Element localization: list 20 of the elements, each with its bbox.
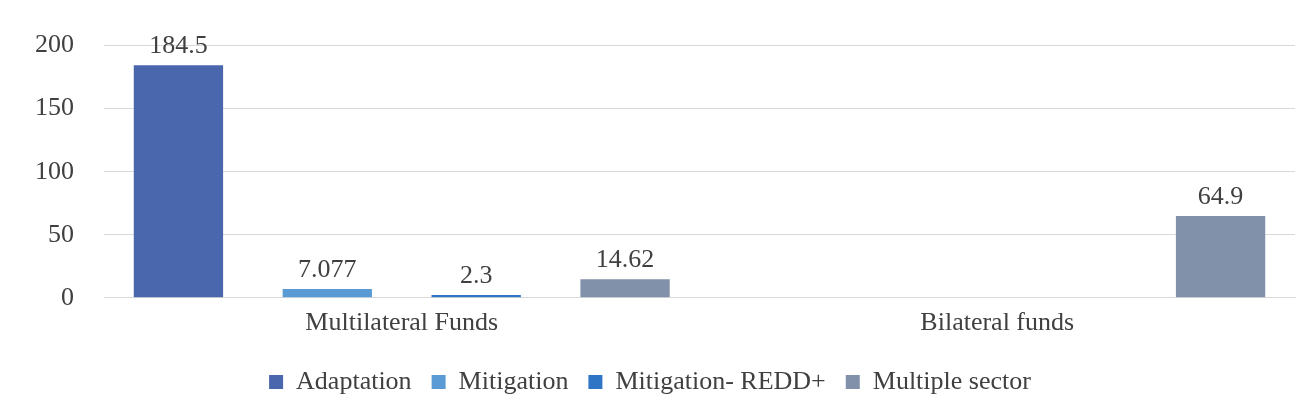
bar [282, 288, 372, 298]
bar [133, 65, 224, 298]
x-tick-label: Multilateral Funds [305, 307, 499, 337]
bar [1175, 215, 1266, 298]
y-tick-label: 0 [61, 281, 74, 311]
x-tick-label: Bilateral funds [920, 307, 1075, 337]
legend-label: Mitigation- REDD+ [615, 365, 826, 395]
legend-label: Multiple sector [872, 365, 1032, 395]
data-label: 14.62 [595, 244, 655, 274]
y-tick-label: 150 [35, 92, 74, 122]
data-label: 2.3 [459, 259, 493, 289]
legend-label: Adaptation [296, 365, 412, 395]
y-tick-label: 100 [35, 155, 74, 185]
data-label: 7.077 [298, 253, 357, 283]
legend-label: Mitigation [458, 365, 569, 395]
bar [580, 279, 670, 298]
y-tick-label: 50 [48, 218, 74, 248]
data-label: 184.5 [149, 29, 208, 59]
y-tick-label: 200 [35, 29, 74, 59]
data-label: 64.9 [1197, 180, 1244, 210]
